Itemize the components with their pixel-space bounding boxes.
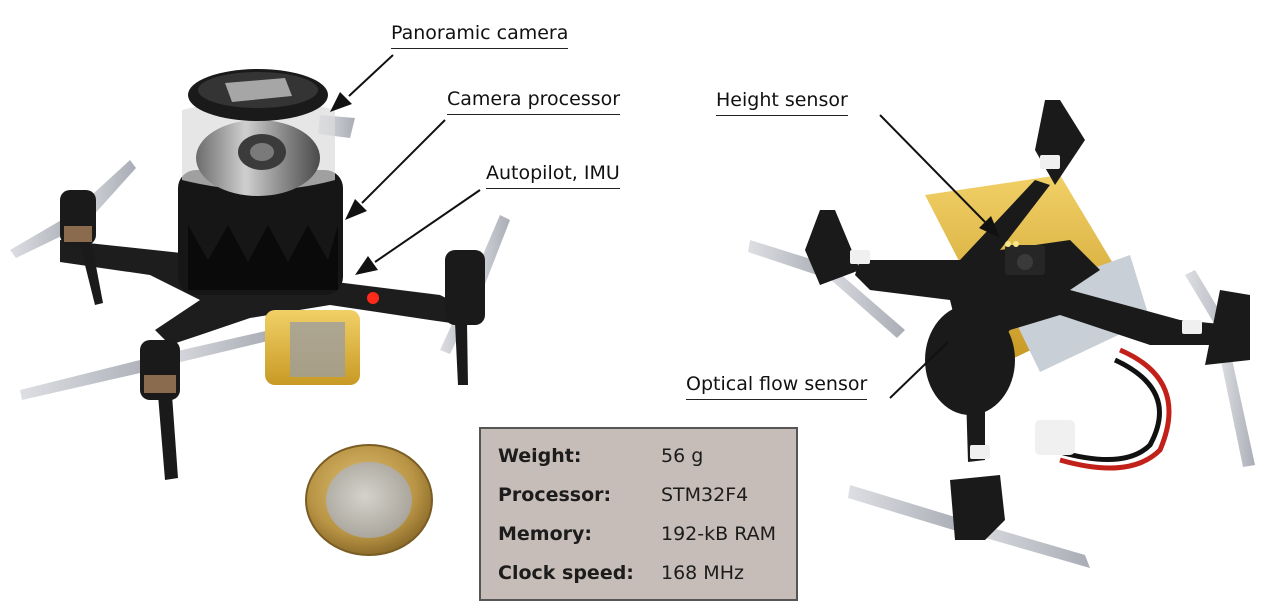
label-underline [447,114,621,115]
spec-label: Clock speed: [498,562,634,584]
label-underline [716,115,848,116]
label-autopilot-imu: Autopilot, IMU [486,162,620,189]
label-camera-processor-text: Camera processor [447,88,621,110]
spec-value: STM32F4 [661,484,749,506]
spec-table: Weight: 56 g Processor: STM32F4 Memory: … [479,427,798,601]
spec-label: Processor: [498,484,612,506]
label-camera-processor: Camera processor [447,88,621,115]
label-underline [486,188,620,189]
euro-coin [305,444,433,556]
label-optical-flow-sensor: Optical flow sensor [686,373,868,400]
right-drone [748,100,1255,568]
spec-label: Memory: [498,523,592,545]
label-optical-flow-sensor-text: Optical flow sensor [686,373,868,395]
spec-value: 192-kB RAM [661,523,777,545]
panoramic-camera [178,69,343,295]
pcb-frame [855,180,1230,462]
label-autopilot-imu-text: Autopilot, IMU [486,162,620,184]
left-drone [10,69,510,480]
label-panoramic-camera-text: Panoramic camera [391,22,569,44]
label-height-sensor: Height sensor [716,89,848,116]
label-panoramic-camera: Panoramic camera [391,22,569,49]
spec-value: 56 g [661,445,704,467]
label-underline [686,399,868,400]
spec-value: 168 MHz [661,562,744,584]
label-height-sensor-text: Height sensor [716,89,848,111]
label-underline [391,48,569,49]
spec-label: Weight: [498,445,582,467]
callout-arrows [330,54,1000,399]
